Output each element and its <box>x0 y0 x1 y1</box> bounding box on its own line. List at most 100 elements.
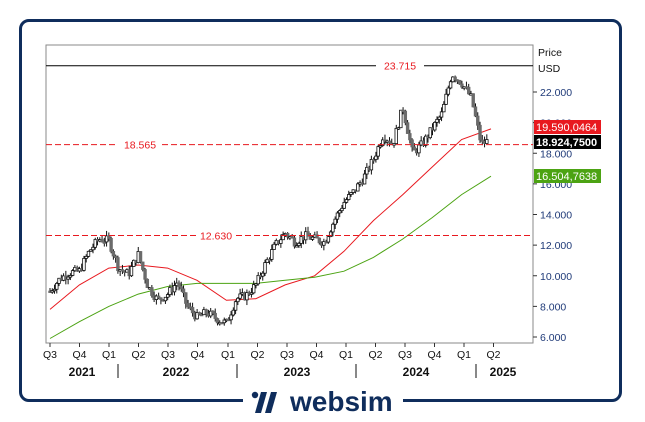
ma-red-badge <box>534 120 601 134</box>
candle-up <box>70 270 75 276</box>
candle-up <box>369 159 374 171</box>
candle-down <box>120 269 125 272</box>
candle-down <box>211 310 215 314</box>
candle-up <box>444 93 448 105</box>
candle-down <box>306 231 310 237</box>
candle-up <box>132 259 136 267</box>
y-tick-label: 14.000 <box>540 210 572 222</box>
candle-up <box>333 218 337 225</box>
candle-up <box>86 250 91 257</box>
candle-up <box>374 155 378 160</box>
candle-up <box>254 283 258 286</box>
y-tick-label: 22.000 <box>540 87 572 99</box>
candle-down <box>213 312 217 319</box>
candle-down <box>179 286 183 290</box>
axis-title: Price <box>538 47 562 59</box>
x-quarter-label: Q2 <box>486 349 500 361</box>
candle-down <box>408 133 412 141</box>
x-quarter-label: Q4 <box>72 349 86 361</box>
candle-down <box>184 292 188 304</box>
candle-up <box>68 275 73 278</box>
candle-down <box>403 110 408 124</box>
x-quarter-label: Q2 <box>250 349 264 361</box>
candle-down <box>116 257 120 272</box>
candle-down <box>177 282 181 288</box>
x-quarter-label: Q1 <box>102 349 116 361</box>
candle-up <box>433 121 437 131</box>
last-price-badge-label: 18.924,7500 <box>536 137 597 149</box>
candle-up <box>238 293 242 299</box>
candle-up <box>340 207 344 212</box>
candle-up <box>172 285 177 293</box>
candle-up <box>439 111 444 118</box>
candle-up <box>381 139 385 146</box>
candlestick-series <box>48 75 489 326</box>
candle-up <box>344 199 349 203</box>
candle-up <box>294 245 299 248</box>
candle-up <box>84 255 88 259</box>
candle-up <box>249 292 254 295</box>
x-quarter-label: Q3 <box>280 349 294 361</box>
candle-down <box>204 309 208 315</box>
candle-down <box>467 86 471 95</box>
candle-up <box>328 231 333 238</box>
candle-down <box>292 237 297 247</box>
candle-down <box>138 251 143 263</box>
candle-up <box>394 127 398 145</box>
last-price-badge <box>534 135 601 149</box>
x-quarter-label: Q2 <box>131 349 145 361</box>
moving-average-lines <box>49 128 492 339</box>
candle-up <box>417 144 421 154</box>
candle-down <box>111 250 116 257</box>
candle-up <box>270 249 274 260</box>
candle-down <box>267 258 272 262</box>
candle-up <box>437 116 441 120</box>
candle-down <box>181 288 186 294</box>
ma-green-badge-label: 16.504,7638 <box>536 171 597 183</box>
candle-up <box>435 118 439 123</box>
candle-down <box>290 236 294 239</box>
candle-down <box>460 83 464 88</box>
candle-up <box>281 234 285 241</box>
y-tick-label: 12.000 <box>540 240 572 252</box>
candle-up <box>347 194 351 200</box>
candle-up <box>485 139 489 144</box>
candle-up <box>195 312 199 320</box>
candle-up <box>356 183 360 192</box>
x-year-label: 2022 <box>163 365 190 379</box>
low-level-label: 12.630 <box>200 230 232 242</box>
candle-up <box>335 212 340 220</box>
mid-level-label: 18.565 <box>124 140 156 152</box>
candle-up <box>399 109 403 129</box>
candle-down <box>159 297 163 301</box>
candle-up <box>279 239 283 244</box>
candle-up <box>428 127 432 139</box>
x-quarter-label: Q1 <box>221 349 235 361</box>
candle-down <box>199 313 204 317</box>
candle-up <box>104 235 109 243</box>
candle-up <box>89 249 93 252</box>
candle-up <box>93 239 97 248</box>
axis-unit: USD <box>538 63 561 75</box>
high-level-label: 23.715 <box>384 61 416 73</box>
candle-down <box>453 76 457 81</box>
x-quarter-label: Q4 <box>309 349 323 361</box>
candle-up <box>396 127 401 130</box>
candle-down <box>145 278 150 288</box>
candle-up <box>263 262 267 274</box>
candle-down <box>457 79 462 85</box>
horizontal-levels: 23.715 18.565 12.630 <box>46 61 533 242</box>
x-year-label: 2023 <box>284 365 311 379</box>
candle-up <box>272 243 276 250</box>
candle-up <box>251 284 256 294</box>
candle-up <box>362 173 367 185</box>
x-quarter-label: Q3 <box>398 349 412 361</box>
candle-down <box>100 239 104 243</box>
candle-up <box>442 103 446 113</box>
candle-up <box>337 210 342 214</box>
candle-up <box>57 277 61 284</box>
candle-up <box>222 319 226 324</box>
candle-down <box>102 241 107 244</box>
candle-down <box>113 255 118 258</box>
